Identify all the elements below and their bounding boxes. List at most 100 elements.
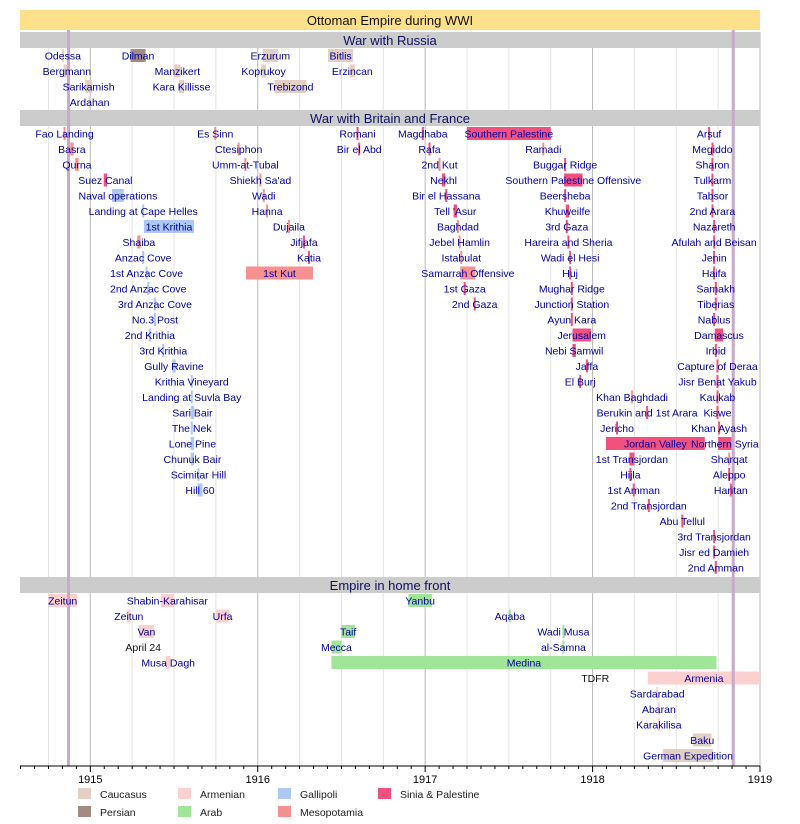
event-bar bbox=[197, 468, 200, 481]
event-label: 2nd Kut bbox=[421, 160, 457, 172]
event-bar bbox=[713, 313, 716, 326]
event-label: Jaffa bbox=[576, 361, 599, 373]
legend-label: Gallipoli bbox=[300, 789, 337, 801]
event-bar bbox=[246, 266, 313, 280]
event-label: Wadi Musa bbox=[537, 627, 589, 639]
event-label: Wadi bbox=[252, 191, 276, 203]
event-bar bbox=[714, 328, 724, 342]
event-bar bbox=[711, 158, 714, 171]
legend-swatch bbox=[78, 806, 91, 817]
event-label: Urfa bbox=[213, 611, 233, 623]
event-label: Northern Syria bbox=[691, 439, 759, 451]
event-label: Khan Ayash bbox=[691, 423, 747, 435]
event-bar bbox=[564, 158, 567, 171]
event-label: Afulah and Beisan bbox=[672, 237, 757, 249]
event-label: Southern Palestine bbox=[465, 129, 554, 141]
event-label: Landing at Suvla Bay bbox=[142, 392, 242, 404]
event-bar bbox=[428, 142, 431, 156]
event-labels: Odessa Bergmann Sarikamish Ardahan DilmanMan… bbox=[35, 51, 759, 763]
time-axis: 1915 1916 1917 1918 1919 bbox=[20, 765, 772, 786]
event-bar bbox=[287, 220, 290, 233]
event-label: 1st Krithia bbox=[146, 222, 193, 234]
event-label: Junction Station bbox=[534, 299, 609, 311]
event-bar bbox=[349, 64, 355, 78]
event-bar bbox=[331, 656, 717, 669]
event-bar bbox=[713, 235, 716, 249]
event-label: Taif bbox=[340, 627, 356, 639]
section-bands: War with Russia War with Britain and Fran… bbox=[20, 32, 760, 593]
event-label: Magdhaba bbox=[398, 129, 448, 141]
event-bar bbox=[460, 251, 463, 264]
event-label: 2nd Anzac Cove bbox=[110, 284, 187, 296]
event-label: Mecca bbox=[321, 642, 352, 654]
event-bar bbox=[657, 718, 660, 731]
event-label: Odessa bbox=[45, 51, 81, 63]
event-label: Ayun Kara bbox=[547, 315, 596, 327]
event-bar bbox=[713, 530, 716, 543]
event-label: Berukin and 1st Arara bbox=[597, 408, 698, 420]
event-bar bbox=[629, 452, 635, 466]
event-bar bbox=[616, 421, 619, 435]
event-bar bbox=[605, 437, 705, 450]
event-bar bbox=[259, 173, 262, 187]
event-bar bbox=[302, 235, 305, 249]
event-label: Nekhl bbox=[430, 175, 457, 187]
event-bar bbox=[473, 297, 476, 311]
event-label: Jordan Valley bbox=[624, 439, 688, 451]
event-label: Dilman bbox=[122, 51, 155, 63]
event-bar bbox=[647, 499, 650, 512]
event-bar bbox=[441, 173, 446, 187]
event-label: No.3 Post bbox=[132, 315, 178, 327]
event-label: Sarikamish bbox=[63, 82, 115, 94]
event-bar bbox=[629, 468, 632, 481]
event-bar bbox=[153, 297, 156, 311]
event-label: Kiswe bbox=[703, 408, 731, 420]
event-label: German Expedition bbox=[643, 751, 733, 763]
event-label: Istabulat bbox=[441, 253, 481, 265]
event-label: Kaukab bbox=[700, 392, 736, 404]
event-label: 2nd Amman bbox=[688, 563, 744, 575]
event-label: Megiddo bbox=[692, 144, 732, 156]
event-bar bbox=[631, 390, 634, 404]
legend-label: Persian bbox=[100, 807, 136, 819]
event-label: Jisr Benat Yakub bbox=[678, 377, 757, 389]
event-label: Jifjafa bbox=[290, 237, 318, 249]
event-label: Haifa bbox=[702, 268, 727, 280]
event-bar bbox=[714, 282, 717, 295]
event-bar bbox=[711, 204, 714, 218]
event-bar bbox=[61, 49, 64, 62]
event-bar bbox=[572, 344, 576, 357]
event-label: Hanna bbox=[252, 206, 283, 218]
event-bar bbox=[570, 313, 573, 326]
section-title: War with Russia bbox=[343, 33, 437, 48]
event-label: Tell 'Asur bbox=[434, 206, 477, 218]
event-label: 2nd Gaza bbox=[452, 299, 498, 311]
event-bar bbox=[88, 95, 91, 109]
event-label: Bir el Abd bbox=[337, 144, 382, 156]
event-bar bbox=[718, 437, 732, 450]
event-bar bbox=[153, 313, 156, 326]
event-bar bbox=[463, 282, 466, 295]
event-bar bbox=[718, 421, 721, 435]
event-bar bbox=[75, 158, 79, 171]
event-label: Medina bbox=[507, 658, 542, 670]
event-label: Koprukoy bbox=[241, 66, 286, 78]
event-label: 3rd Transjordan bbox=[677, 532, 751, 544]
event-label: Trebizond bbox=[267, 82, 313, 94]
event-bar bbox=[728, 452, 731, 466]
event-label: Gully Ravine bbox=[144, 361, 204, 373]
event-bar bbox=[564, 189, 567, 202]
war-markers bbox=[67, 10, 735, 766]
event-bar bbox=[445, 189, 448, 202]
event-bar bbox=[408, 594, 432, 607]
event-bar bbox=[714, 344, 717, 357]
event-label: Ctesiphon bbox=[215, 144, 262, 156]
event-label: Erzincan bbox=[332, 66, 373, 78]
event-bar bbox=[662, 749, 714, 762]
event-bar bbox=[542, 142, 545, 156]
legend-label: Arab bbox=[200, 807, 222, 819]
year-tick-label: 1916 bbox=[245, 774, 269, 786]
event-bar bbox=[147, 282, 150, 295]
event-label: Manzikert bbox=[155, 66, 201, 78]
legend-label: Armenian bbox=[200, 789, 245, 801]
